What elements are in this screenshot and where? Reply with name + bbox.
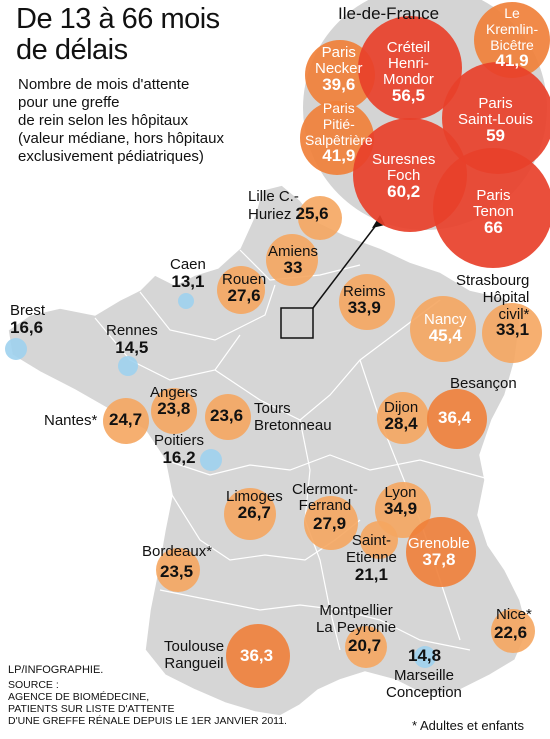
bubble-lille: [298, 196, 342, 240]
bubble-nice: [491, 609, 535, 653]
bubble-grenoble: [406, 517, 476, 587]
subtitle-line: Nombre de mois d'attente: [18, 76, 190, 93]
bubble-limoges: [224, 488, 276, 540]
value-montpellier: 20,7: [348, 636, 382, 655]
subtitle-line: exclusivement pédiatriques): [18, 148, 204, 165]
label-strasbourg: Strasbourg Hôpital civil*: [456, 272, 530, 323]
label-limoges: Limoges 26,7: [226, 488, 283, 522]
subtitle: Nombre de mois d'attente pour une greffe…: [18, 76, 278, 166]
bubble-bordeaux: [156, 548, 200, 592]
label-marseille: Marseille Conception: [386, 667, 462, 701]
label-dijon: Dijon 28,4: [384, 399, 419, 433]
value-nice: 22,6: [494, 623, 528, 642]
label-saintlouis: Paris Saint-Louis 59: [458, 95, 534, 145]
label-lille: Lille C.- Huriez 25,6: [248, 188, 329, 223]
value-bordeaux: 23,5: [160, 562, 194, 581]
bubble-brest: [5, 338, 27, 360]
source-credit: LP/INFOGRAPHIE. SOURCE : AGENCE DE BIOMÉ…: [8, 664, 287, 727]
bubble-caen: [178, 293, 194, 309]
bubble-rennes: [118, 356, 138, 376]
bubble-tenon: [433, 148, 550, 268]
bubble-dijon: [377, 392, 429, 444]
credit-line: AGENCE DE BIOMÉDECINE,: [8, 691, 150, 703]
label-angers: Angers 23,8: [150, 384, 198, 418]
bubble-besancon: [427, 389, 487, 449]
value-clermont: 27,9: [313, 514, 347, 533]
bubble-toulouse: [226, 624, 290, 688]
label-creteil: Créteil Henri- Mondor 56,5: [383, 39, 434, 105]
label-lyon: Lyon 34,9: [384, 484, 418, 518]
label-bordeaux: Bordeaux*: [142, 543, 213, 560]
credit-line: SOURCE :: [8, 679, 59, 691]
label-saintetienne: Saint- Etienne 21,1: [346, 532, 397, 584]
label-reims: Reims 33,9: [343, 283, 386, 317]
credit-line: D'UNE GREFFE RÉNALE DEPUIS LE 1ER JANVIE…: [8, 715, 287, 727]
subtitle-line: (valeur médiane, hors hôpitaux: [18, 130, 224, 147]
label-grenoble: Grenoble 37,8: [408, 535, 470, 569]
label-tours: Tours Bretonneau: [254, 400, 332, 434]
bubble-tours: [205, 394, 251, 440]
label-rennes: Rennes 14,5: [106, 322, 158, 357]
bubble-creteil: [358, 16, 462, 120]
bubble-poitiers: [200, 449, 222, 471]
idf-bubbles: [300, 2, 550, 268]
bubble-montpellier: [345, 626, 387, 668]
inset-pointer-line: [312, 219, 381, 309]
subtitle-line: de rein selon les hôpitaux: [18, 112, 189, 129]
bubble-strasbourg: [482, 303, 542, 363]
credit-line: LP/INFOGRAPHIE.: [8, 664, 104, 676]
label-brest: Brest 16,6: [10, 302, 46, 337]
label-clermont: Clermont- Ferrand: [292, 481, 358, 514]
footnote: * Adultes et enfants: [412, 718, 525, 733]
label-tenon: Paris Tenon 66: [473, 187, 514, 237]
inset-title: Ile-de-France: [338, 4, 440, 23]
label-kremlin: Le Kremlin- Bicêtre 41,9: [486, 5, 539, 70]
label-toulouse: Toulouse Rangueil: [164, 638, 225, 672]
subtitle-line: pour une greffe: [18, 94, 120, 111]
bubble-rouen: [217, 266, 265, 314]
label-montpellier: Montpellier La Peyronie: [316, 602, 397, 636]
label-nantes: Nantes*: [44, 412, 98, 429]
value-tours: 23,6: [210, 406, 244, 425]
bubble-marseille: [414, 646, 436, 668]
value-toulouse: 36,3: [240, 646, 274, 665]
label-necker: Paris Necker 39,6: [315, 44, 363, 94]
bubble-angers: [151, 388, 197, 434]
bubble-amiens: [266, 234, 318, 286]
label-caen: Caen 13,1: [170, 256, 206, 291]
label-besancon: Besançon: [450, 375, 517, 392]
bubble-clermont: [304, 496, 358, 550]
label-rouen: Rouen 27,6: [222, 271, 267, 305]
label-nice: Nice*: [496, 606, 532, 623]
title-line-1: De 13 à 66 mois: [16, 3, 220, 35]
label-nancy: Nancy 45,4: [424, 311, 467, 345]
label-poitiers: Poitiers 16,2: [154, 432, 205, 467]
bubble-pitie: [300, 101, 374, 175]
bubble-saintetienne: [360, 521, 398, 559]
page-title: De 13 à 66 mois de délais: [16, 4, 220, 66]
bubble-saintlouis: [442, 62, 550, 174]
bubble-necker: [305, 40, 375, 110]
bubble-kremlin: [474, 2, 550, 78]
value-marseille: 14,8: [408, 646, 442, 665]
value-besancon: 36,4: [438, 408, 472, 427]
bubble-nantes: [103, 398, 149, 444]
bubble-reims: [339, 274, 395, 330]
label-pitie: Paris Pitié- Salpêtrière 41,9: [305, 100, 373, 165]
value-nantes: 24,7: [109, 410, 143, 429]
credit-line: PATIENTS SUR LISTE D'ATTENTE: [8, 703, 175, 715]
paris-locator-box: [280, 307, 314, 339]
bubbles: [5, 196, 542, 688]
label-suresnes: Suresnes Foch 60,2: [372, 151, 436, 201]
label-amiens: Amiens 33: [268, 243, 319, 277]
value-strasbourg: 33,1: [496, 320, 530, 339]
bubble-nancy: [410, 296, 476, 362]
title-line-2: de délais: [16, 34, 128, 66]
